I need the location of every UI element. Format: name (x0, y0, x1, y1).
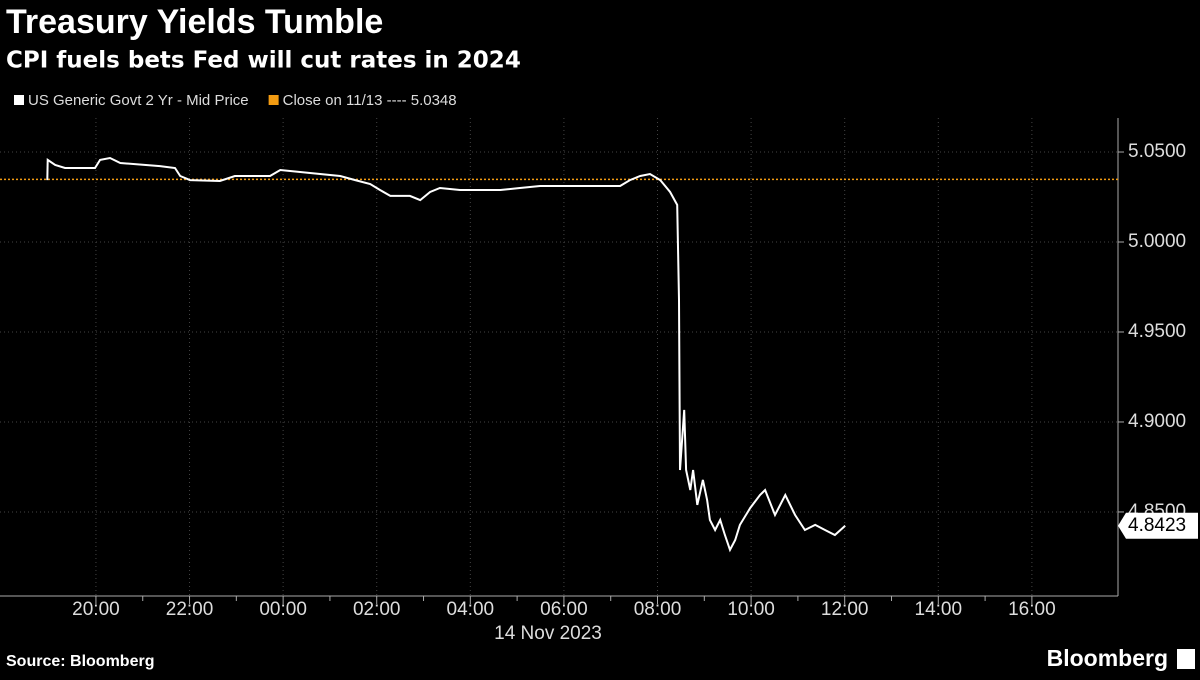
x-tick-label: 00:00 (259, 599, 307, 620)
x-tick-label: 22:00 (166, 599, 214, 620)
brand-icon (1177, 649, 1195, 669)
x-tick-label: 06:00 (540, 599, 588, 620)
x-tick-label: 16:00 (1008, 599, 1056, 620)
x-tick-label: 12:00 (821, 599, 869, 620)
legend-label: Close on 11/13 ---- 5.0348 (283, 92, 457, 109)
x-axis-label: 14 Nov 2023 (494, 623, 602, 644)
y-tick-label: 4.9000 (1128, 411, 1186, 432)
x-tick-label: 02:00 (353, 599, 401, 620)
chart-title: Treasury Yields Tumble (6, 3, 383, 41)
last-value-label: 4.8423 (1128, 515, 1186, 536)
x-tick-label: 14:00 (915, 599, 963, 620)
chart-subtitle: CPI fuels bets Fed will cut rates in 202… (6, 48, 521, 74)
y-tick-label: 5.0000 (1128, 231, 1186, 252)
x-tick-label: 04:00 (447, 599, 495, 620)
source: Source: Bloomberg (6, 653, 154, 670)
line (46, 156, 846, 553)
x-tick-label: 20:00 (72, 599, 120, 620)
brand: Bloomberg (1047, 645, 1168, 671)
y-tick-label: 4.9500 (1128, 321, 1186, 342)
legend-swatch (14, 95, 24, 105)
x-tick-label: 08:00 (634, 599, 682, 620)
legend-swatch (268, 95, 279, 105)
x-tick-label: 10:00 (727, 599, 775, 620)
legend-label: US Generic Govt 2 Yr - Mid Price (28, 92, 249, 109)
last-value-box (1118, 512, 1198, 539)
y-tick-label: 5.0500 (1128, 141, 1186, 162)
